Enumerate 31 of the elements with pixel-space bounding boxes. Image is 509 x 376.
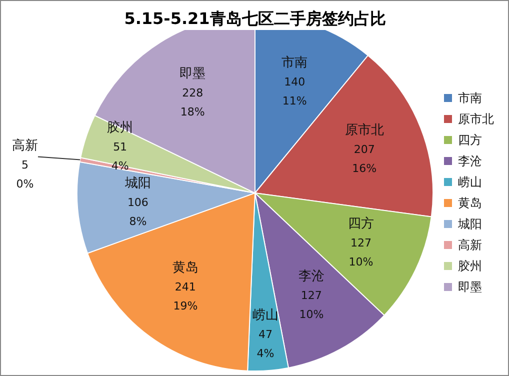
chart-title: 5.15-5.21青岛七区二手房签约占比 — [124, 9, 386, 28]
legend-label: 李沧 — [458, 154, 482, 168]
slice-label: 李沧 — [298, 269, 324, 284]
legend-label: 黄岛 — [458, 196, 482, 210]
data-label: 241 19% — [173, 280, 198, 313]
slice-label: 胶州 — [107, 120, 134, 136]
legend-label: 高新 — [458, 238, 482, 252]
legend-label: 四方 — [458, 133, 482, 147]
legend-label: 即墨 — [458, 280, 482, 294]
data-label: 47 4% — [256, 328, 274, 360]
slice-label: 崂山 — [252, 308, 278, 324]
data-label: 127 10% — [299, 289, 324, 322]
data-label: 106 8% — [127, 196, 148, 228]
data-label: 127 10% — [348, 236, 374, 269]
legend-label: 市南 — [458, 91, 482, 105]
data-label: 207 16% — [352, 143, 377, 176]
legend-label: 胶州 — [458, 259, 482, 273]
legend-label: 城阳 — [457, 217, 482, 231]
slice-label: 市南 — [282, 55, 308, 70]
slice-label: 高新 — [12, 138, 38, 154]
slice-label: 四方 — [348, 216, 374, 232]
slice-label: 城阳 — [124, 176, 151, 191]
legend-label: 崂山 — [458, 175, 482, 189]
legend-label: 原市北 — [458, 112, 494, 126]
slice-label: 原市北 — [344, 123, 384, 138]
slice-label: 即墨 — [180, 66, 206, 82]
data-label: 5 0% — [16, 158, 34, 191]
data-label: 140 11% — [282, 75, 307, 108]
data-label: 51 4% — [111, 140, 129, 172]
slice-label: 黄岛 — [172, 260, 198, 276]
data-label: 228 18% — [180, 86, 205, 118]
